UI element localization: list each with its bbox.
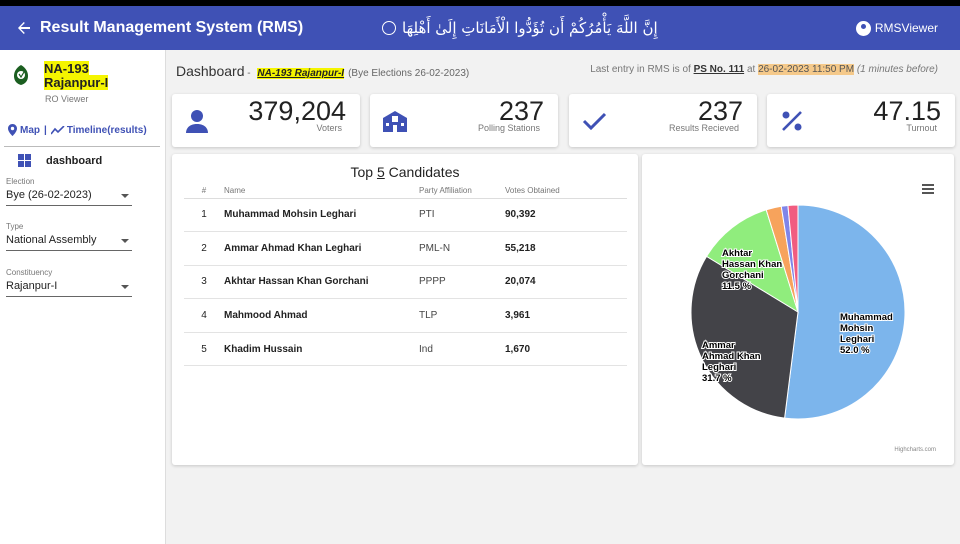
sidebar-item-label: dashboard: [46, 154, 103, 167]
polling-stations-value: 237: [498, 96, 544, 126]
sidebar-item-dashboard[interactable]: dashboard: [18, 154, 102, 167]
last-entry-ago: (1 minutes before): [856, 64, 938, 75]
polling-stations-label: Polling Stations: [477, 123, 540, 133]
table-row: 1 Muhammad Mohsin Leghari PTI 90,392: [184, 198, 627, 233]
user-role: RO Viewer: [45, 94, 89, 104]
account-circle-icon: [855, 20, 871, 36]
voters-value: 379,204: [248, 96, 346, 126]
timeline-link[interactable]: Timeline(results): [66, 124, 147, 136]
turnout-value: 47.15: [873, 96, 941, 126]
map-pin-icon: [8, 124, 17, 136]
election-select[interactable]: Election Bye (26-02-2023): [6, 177, 132, 206]
breadcrumb-election: (Bye Elections 26-02-2023): [348, 68, 470, 79]
pie-chart: Muhammad Mohsin Leghari 52.0 % Ammar Ahmad Kh…: [690, 204, 906, 420]
school-icon: [383, 111, 407, 132]
voters-card: 379,204 Voters: [172, 94, 360, 147]
election-value[interactable]: Bye (26-02-2023): [6, 189, 132, 206]
pie-data-label: Ammar Ahmad Khan Leghari 31.7 %: [702, 340, 761, 384]
user-menu[interactable]: RMSViewer: [855, 6, 938, 50]
election-label: Election: [6, 177, 35, 186]
constituency-label: Constituency: [6, 268, 53, 277]
pie-slice[interactable]: [787, 204, 799, 313]
map-link[interactable]: Map: [20, 124, 40, 136]
link-separator: |: [44, 124, 47, 136]
last-entry-info: Last entry in RMS is of PS No. 111 at 26…: [590, 64, 938, 75]
last-entry-datetime: 26-02-2023 11:50 PM: [758, 64, 855, 75]
type-select[interactable]: Type National Assembly: [6, 222, 132, 251]
sidebar-header: NA-193 Rajanpur-I RO Viewer: [8, 61, 158, 112]
sidebar-links: Map | Timeline(results): [8, 124, 147, 136]
vote-share-chart-card: Muhammad Mohsin Leghari 52.0 % Ammar Ahmad Kh…: [642, 154, 954, 465]
user-name: RMSViewer: [874, 21, 938, 35]
turnout-card: 47.15 Turnout: [767, 94, 955, 147]
table-row: 3 Akhtar Hassan Khan Gorchani PPPP 20,07…: [184, 265, 627, 300]
page-title: Dashboard: [176, 63, 245, 79]
sidebar: NA-193 Rajanpur-I RO Viewer Map | Timeli…: [0, 50, 166, 544]
breadcrumb-constituency: NA-193 Rajanpur-I: [257, 68, 345, 79]
table-row: 4 Mahmood Ahmad TLP 3,961: [184, 298, 627, 333]
verse-text: إِنَّ اللَّهَ يَأْمُرُكُمْ أَن تُؤَدُّوا…: [402, 19, 658, 37]
chart-credit[interactable]: Highcharts.com: [894, 447, 936, 453]
results-received-label: Results Recieved: [668, 123, 739, 133]
table-row: 5 Khadim Hussain Ind 1,670: [184, 332, 627, 367]
person-icon: [186, 110, 208, 133]
col-party: Party Affiliation: [419, 184, 505, 199]
dashboard-icon: [18, 154, 31, 167]
pie-slice[interactable]: [705, 209, 799, 314]
type-value[interactable]: National Assembly: [6, 234, 132, 251]
timeline-icon: [50, 125, 65, 134]
breadcrumb-separator: -: [244, 68, 254, 79]
main-content: Dashboard - NA-193 Rajanpur-I (Bye Elect…: [172, 50, 960, 544]
constituency-name: NA-193 Rajanpur-I: [44, 61, 109, 90]
sidebar-divider: [4, 146, 160, 147]
verse-ornament-icon: [382, 21, 396, 35]
results-received-card: 237 Results Recieved: [569, 94, 757, 147]
results-received-value: 237: [697, 96, 743, 126]
app-title: Result Management System (RMS): [40, 19, 304, 36]
polling-stations-card: 237 Polling Stations: [370, 94, 558, 147]
back-arrow-icon[interactable]: [0, 6, 40, 50]
ecp-logo-icon: [14, 65, 28, 85]
top-strip: [0, 0, 960, 6]
percent-icon: [782, 111, 802, 131]
col-index: #: [184, 184, 224, 199]
breadcrumb: Dashboard - NA-193 Rajanpur-I (Bye Elect…: [176, 63, 469, 79]
pie-slice[interactable]: [784, 204, 906, 420]
chart-menu-icon[interactable]: [922, 184, 934, 194]
constituency-value[interactable]: Rajanpur-I: [6, 280, 132, 297]
app-bar: Result Management System (RMS) إِنَّ الل…: [0, 6, 960, 50]
candidates-table: # Name Party Affiliation Votes Obtained …: [184, 184, 627, 367]
voters-label: Voters: [316, 123, 342, 133]
turnout-label: Turnout: [906, 123, 937, 133]
table-row: 2 Ammar Ahmad Khan Leghari PML-N 55,218: [184, 231, 627, 266]
table-header-row: # Name Party Affiliation Votes Obtained: [184, 184, 627, 199]
col-name: Name: [224, 184, 419, 199]
pie-slice[interactable]: [690, 255, 799, 419]
top-candidates-title: Top 5 Candidates: [350, 164, 460, 180]
pie-data-label: Akhtar Hassan Khan Gorchani 11.5 %: [722, 248, 782, 292]
pie-data-label: Muhammad Mohsin Leghari 52.0 %: [840, 312, 893, 356]
check-icon: [582, 112, 607, 131]
verse-banner: إِنَّ اللَّهَ يَأْمُرُكُمْ أَن تُؤَدُّوا…: [382, 6, 658, 50]
last-entry-ps: PS No. 111: [693, 64, 745, 75]
col-votes: Votes Obtained: [505, 184, 627, 199]
type-label: Type: [6, 222, 24, 231]
top-candidates-card: Top 5 Candidates # Name Party Affiliatio…: [172, 154, 638, 465]
constituency-select[interactable]: Constituency Rajanpur-I: [6, 268, 132, 297]
